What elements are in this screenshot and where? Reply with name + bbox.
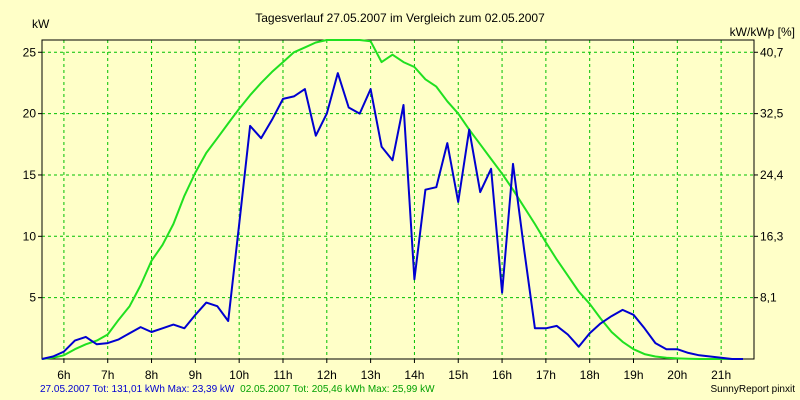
series-line-02.05.2007 xyxy=(41,39,743,360)
x-tick-label: 18h xyxy=(580,368,600,382)
y-tick-label-left: 5 xyxy=(29,291,36,305)
x-tick-label: 21h xyxy=(711,368,731,382)
x-tick-label: 19h xyxy=(623,368,643,382)
x-tick-label: 10h xyxy=(229,368,249,382)
y-tick-label-right: 16,3 xyxy=(760,229,784,243)
x-tick-label: 12h xyxy=(317,368,337,382)
x-tick-label: 9h xyxy=(189,368,202,382)
x-tick-label: 17h xyxy=(536,368,556,382)
y-tick-label-right: 40,7 xyxy=(760,45,784,59)
tick-labels: 6h 7h 8h 9h 10h 11h 12h 13h 14h 15h 16h 17h 18h 19h 20… xyxy=(23,45,784,382)
x-tick-label: 16h xyxy=(492,368,512,382)
series-lines xyxy=(41,39,743,360)
y-axis-left-label: kW xyxy=(32,17,50,31)
x-tick-label: 13h xyxy=(361,368,381,382)
series-line-27.05.2007 xyxy=(41,72,743,360)
footer-summary: 27.05.2007 Tot: 131,01 kWh Max: 23,39 kW… xyxy=(40,384,435,395)
y-tick-label-right: 8,1 xyxy=(760,291,777,305)
y-tick-label-left: 15 xyxy=(23,168,37,182)
footer-summary-green: 02.05.2007 Tot: 205,46 kWh Max: 25,99 kW xyxy=(240,384,435,395)
y-tick-label-left: 20 xyxy=(23,107,37,121)
x-tick-label: 20h xyxy=(667,368,687,382)
chart-title: Tagesverlauf 27.05.2007 im Vergleich zum… xyxy=(255,11,545,25)
footer-credit: SunnyReport pinxit xyxy=(711,384,796,395)
grid xyxy=(42,40,754,359)
y-tick-label-left: 10 xyxy=(23,229,37,243)
y-tick-label-left: 25 xyxy=(23,45,37,59)
y-axis-right-label: kW/kWp [%] xyxy=(730,25,795,39)
footer-summary-blue: 27.05.2007 Tot: 131,01 kWh Max: 23,39 kW xyxy=(40,384,235,395)
x-tick-label: 7h xyxy=(101,368,114,382)
x-tick-label: 15h xyxy=(448,368,468,382)
y-tick-label-right: 24,4 xyxy=(760,168,784,182)
x-tick-label: 6h xyxy=(57,368,70,382)
plot-frame xyxy=(41,39,755,360)
x-tick-label: 8h xyxy=(145,368,158,382)
x-tick-label: 14h xyxy=(404,368,424,382)
x-tick-label: 11h xyxy=(273,368,292,382)
y-tick-label-right: 32,5 xyxy=(760,107,784,121)
